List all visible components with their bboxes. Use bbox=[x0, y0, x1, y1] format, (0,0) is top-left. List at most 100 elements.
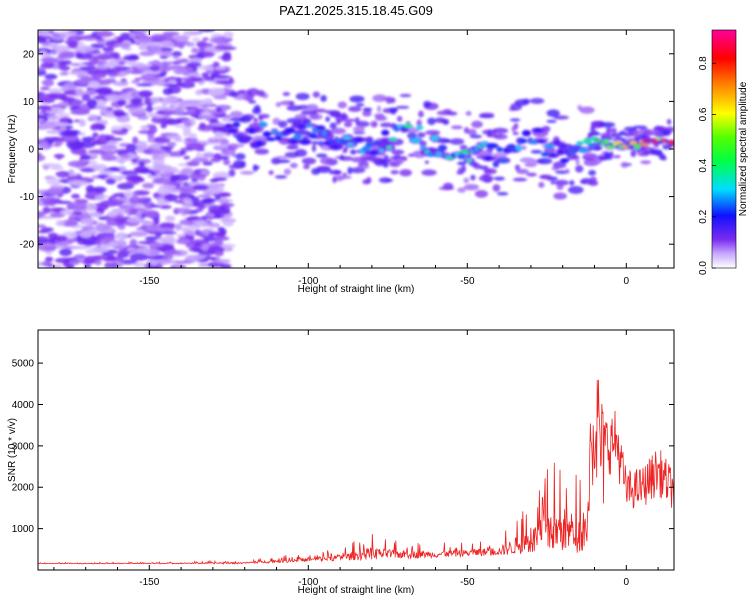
heatmap-cell bbox=[144, 248, 161, 257]
heatmap-cell bbox=[165, 215, 176, 222]
heatmap-cell bbox=[48, 94, 60, 99]
heatmap-cell bbox=[200, 170, 209, 175]
heatmap-cell bbox=[99, 170, 114, 175]
heatmap-cell bbox=[487, 129, 492, 137]
heatmap-cell bbox=[288, 101, 295, 106]
heatmap-cell bbox=[114, 112, 128, 117]
heatmap-cell bbox=[217, 198, 234, 203]
heatmap-cell bbox=[175, 82, 185, 87]
heatmap-cell bbox=[41, 56, 57, 64]
heatmap-cell bbox=[275, 135, 282, 141]
heatmap-cell bbox=[348, 106, 362, 112]
heatmap-cell bbox=[286, 117, 302, 124]
heatmap-cell bbox=[478, 175, 494, 182]
heatmap-cell bbox=[47, 88, 64, 93]
heatmap-cell bbox=[52, 143, 62, 147]
heatmap-cell bbox=[212, 259, 231, 264]
heatmap-cell bbox=[78, 119, 86, 127]
colorbar-frame bbox=[711, 29, 737, 269]
heatmap-cell bbox=[228, 129, 237, 133]
heatmap-cell bbox=[389, 137, 397, 141]
bottom-y-tick-label: 2000 bbox=[12, 483, 35, 494]
heatmap-cell bbox=[550, 180, 555, 185]
heatmap-cell bbox=[306, 123, 312, 128]
heatmap-cell bbox=[46, 177, 62, 186]
heatmap-cell bbox=[567, 186, 584, 194]
heatmap-cell bbox=[174, 223, 183, 231]
heatmap-cell bbox=[315, 153, 328, 158]
heatmap-cell bbox=[95, 32, 116, 37]
heatmap-cell bbox=[144, 96, 152, 104]
heatmap-cell bbox=[94, 38, 105, 42]
heatmap-cell bbox=[80, 154, 92, 160]
heatmap-cell bbox=[160, 146, 175, 150]
heatmap-cell bbox=[179, 150, 187, 156]
heatmap-cell bbox=[237, 89, 246, 94]
heatmap-cell bbox=[46, 129, 62, 135]
heatmap-cell bbox=[180, 99, 200, 104]
heatmap-cell bbox=[410, 138, 421, 143]
heatmap-cell bbox=[368, 156, 383, 163]
heatmap-cell bbox=[46, 115, 60, 120]
heatmap-cell bbox=[179, 219, 197, 226]
heatmap-cell bbox=[228, 169, 236, 177]
heatmap-cell bbox=[70, 62, 81, 67]
heatmap-cell bbox=[529, 97, 545, 105]
heatmap-cell bbox=[215, 107, 223, 113]
heatmap-cell bbox=[137, 115, 149, 120]
heatmap-cell bbox=[362, 107, 373, 112]
heatmap-cell bbox=[580, 179, 587, 184]
heatmap-cell bbox=[268, 170, 274, 176]
heatmap-cell bbox=[401, 127, 407, 131]
heatmap-cell bbox=[38, 50, 48, 57]
chart-title: PAZ1.2025.315.18.45.G09 bbox=[279, 3, 433, 18]
heatmap-cell bbox=[572, 155, 580, 160]
heatmap-cell bbox=[57, 173, 67, 178]
heatmap-cell bbox=[115, 232, 128, 241]
heatmap-cell bbox=[95, 223, 111, 232]
heatmap-cell bbox=[613, 155, 621, 159]
heatmap-cell bbox=[133, 261, 145, 268]
heatmap-cell bbox=[544, 144, 554, 149]
heatmap-cell bbox=[90, 43, 106, 49]
heatmap-cell bbox=[316, 125, 325, 130]
heatmap-cell bbox=[295, 92, 310, 101]
heatmap-cell bbox=[609, 132, 622, 138]
heatmap-cell bbox=[138, 90, 153, 98]
heatmap-cell bbox=[228, 91, 239, 97]
colorbar-tick-label: 0.6 bbox=[698, 107, 709, 121]
heatmap-cell bbox=[274, 175, 288, 179]
heatmap-cell bbox=[343, 121, 353, 128]
heatmap-cell bbox=[418, 110, 424, 118]
heatmap-cell bbox=[623, 126, 637, 132]
heatmap-cell bbox=[355, 103, 365, 107]
heatmap-cell bbox=[492, 162, 499, 166]
heatmap-cell bbox=[159, 204, 172, 210]
top-y-tick-label: 20 bbox=[23, 49, 35, 60]
heatmap-cell bbox=[214, 66, 227, 71]
heatmap-cell bbox=[99, 144, 118, 151]
heatmap-cell bbox=[457, 187, 466, 193]
heatmap-cell bbox=[129, 253, 149, 261]
heatmap-cell bbox=[209, 122, 226, 127]
heatmap-cell bbox=[196, 40, 208, 48]
heatmap-cell bbox=[603, 139, 610, 144]
heatmap-cell bbox=[197, 65, 214, 71]
heatmap-cell bbox=[38, 37, 47, 44]
heatmap-cell bbox=[239, 170, 255, 175]
heatmap-cell bbox=[271, 130, 278, 134]
heatmap-cell bbox=[470, 174, 476, 181]
heatmap-cell bbox=[335, 175, 352, 179]
heatmap-cell bbox=[114, 65, 122, 74]
heatmap-cell bbox=[182, 197, 192, 204]
heatmap-cell bbox=[550, 153, 557, 158]
heatmap-cell bbox=[173, 265, 182, 268]
heatmap-cell bbox=[160, 122, 167, 129]
heatmap-cell bbox=[554, 141, 560, 145]
heatmap-cell bbox=[557, 149, 564, 154]
heatmap-cell bbox=[184, 121, 192, 128]
heatmap-cell bbox=[308, 113, 323, 121]
heatmap-cell bbox=[94, 99, 107, 107]
heatmap-cell bbox=[105, 178, 116, 185]
heatmap-cell bbox=[252, 164, 258, 172]
